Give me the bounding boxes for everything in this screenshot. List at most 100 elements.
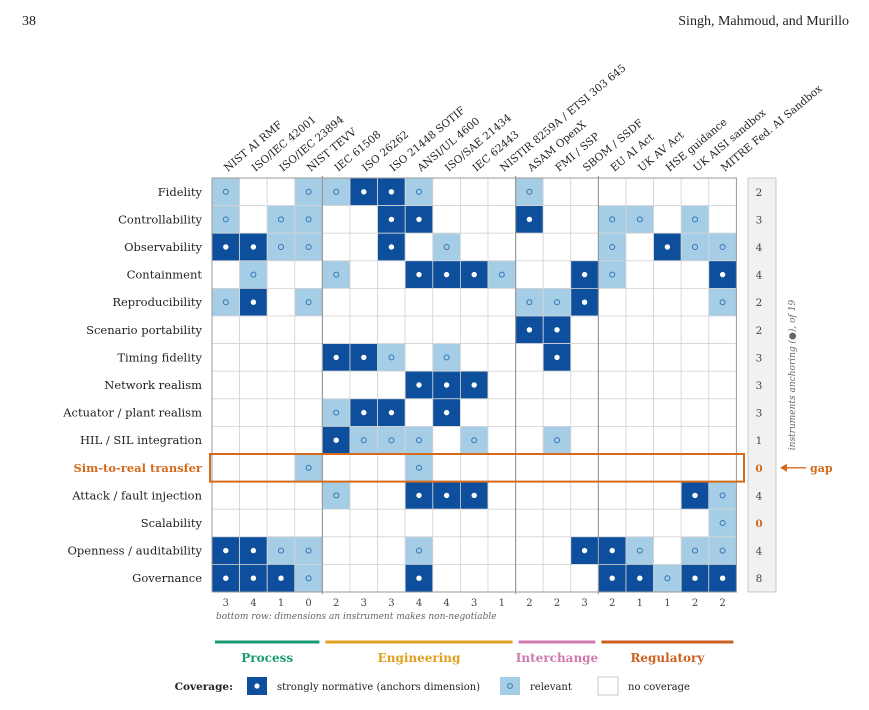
matrix-cell [708, 287, 737, 317]
matrix-cell [680, 425, 710, 455]
relevant-marker [416, 437, 422, 444]
matrix-cell [625, 343, 655, 372]
matrix-cell [542, 287, 572, 317]
row-count: 2 [756, 187, 763, 199]
matrix-cell [239, 205, 268, 234]
matrix-cell [625, 453, 655, 483]
matrix-cell [459, 425, 489, 455]
strong-marker [443, 492, 450, 499]
row-label: Sim-to-real transfer [73, 461, 202, 475]
matrix-cell [653, 260, 682, 289]
row-count: 0 [755, 463, 762, 475]
row-label: Timing fidelity [117, 350, 202, 364]
column-count: 2 [333, 598, 339, 609]
matrix-cell [321, 370, 351, 400]
matrix-cell [708, 205, 737, 234]
matrix-cell [542, 398, 572, 427]
relevant-marker [333, 271, 340, 278]
matrix-cell [653, 508, 682, 538]
strong-marker [443, 271, 450, 278]
matrix-cell [211, 425, 241, 455]
matrix-cell [294, 398, 323, 427]
legend: Coverage: strongly normative (anchors dim… [175, 676, 690, 696]
row-label: Actuator / plant realism [62, 406, 202, 420]
matrix-cell [349, 370, 379, 400]
row-count: 4 [756, 490, 763, 502]
matrix-cell [487, 508, 517, 538]
matrix-cell [625, 260, 655, 289]
matrix-cell [653, 370, 682, 400]
group-label: Engineering [378, 651, 461, 665]
matrix-cell [266, 287, 296, 317]
matrix-cells [211, 177, 737, 593]
matrix-cell [542, 205, 572, 234]
matrix-cell [377, 481, 406, 510]
matrix-cell [211, 287, 241, 317]
legend-relevant-dot [507, 683, 513, 689]
matrix-cell [708, 453, 737, 483]
matrix-cell [349, 508, 379, 538]
matrix-cell [266, 232, 296, 262]
strong-marker [388, 244, 395, 250]
matrix-cell [377, 343, 406, 372]
matrix-cell [459, 343, 489, 372]
matrix-cell [239, 177, 268, 207]
matrix-cell [211, 508, 241, 538]
matrix-cell [487, 481, 517, 510]
matrix-cell [432, 177, 461, 207]
matrix-cell [432, 343, 461, 372]
matrix-cell [294, 508, 323, 538]
matrix-cell [570, 481, 599, 510]
matrix-cell [211, 453, 241, 483]
row-labels: Fidelity Controllability Observability Cont… [62, 185, 203, 585]
matrix-cell [239, 425, 268, 455]
matrix-cell [432, 508, 461, 538]
matrix-cell [625, 205, 655, 234]
matrix-cell [321, 398, 351, 427]
column-count: 1 [664, 598, 670, 609]
strong-marker [609, 547, 615, 554]
matrix-cell [653, 315, 682, 345]
gap-arrowhead [780, 463, 787, 472]
row-label: Scalability [141, 516, 203, 530]
strong-marker [526, 327, 533, 333]
matrix-cell [680, 232, 710, 262]
strong-marker [416, 271, 422, 278]
matrix-cell [239, 370, 268, 400]
row-label: Openness / auditability [68, 544, 203, 558]
matrix-cell [377, 564, 406, 593]
relevant-marker [554, 437, 560, 444]
matrix-cell [515, 481, 544, 510]
column-count: 3 [223, 598, 229, 609]
matrix-cell [487, 425, 517, 455]
strong-marker [526, 216, 533, 223]
relevant-marker [305, 547, 312, 554]
matrix-cell [570, 177, 599, 207]
strong-marker [471, 492, 477, 499]
legend-strong-label: strongly normative (anchors dimension) [277, 682, 480, 693]
relevant-marker [222, 299, 229, 306]
matrix-cell [266, 398, 296, 427]
relevant-marker [278, 216, 284, 223]
row-count: 3 [756, 214, 763, 226]
strong-marker [471, 382, 477, 388]
matrix-cell [680, 177, 710, 207]
right-axis-label: instruments anchoring (●), of 19 [787, 300, 798, 451]
matrix-cell [211, 343, 241, 372]
matrix-cell [570, 425, 599, 455]
relevant-marker [692, 244, 698, 250]
matrix-cell [321, 453, 351, 483]
matrix-cell [598, 260, 627, 289]
matrix-cell [515, 370, 544, 400]
matrix-cell [542, 536, 572, 565]
relevant-marker [250, 271, 257, 278]
strong-marker [278, 575, 284, 581]
strong-marker [554, 327, 560, 333]
matrix-cell [708, 315, 737, 345]
matrix-cell [266, 343, 296, 372]
matrix-cell [515, 232, 544, 262]
matrix-cell [625, 370, 655, 400]
matrix-cell [708, 370, 737, 400]
matrix-cell [432, 536, 461, 565]
matrix-cell [542, 508, 572, 538]
